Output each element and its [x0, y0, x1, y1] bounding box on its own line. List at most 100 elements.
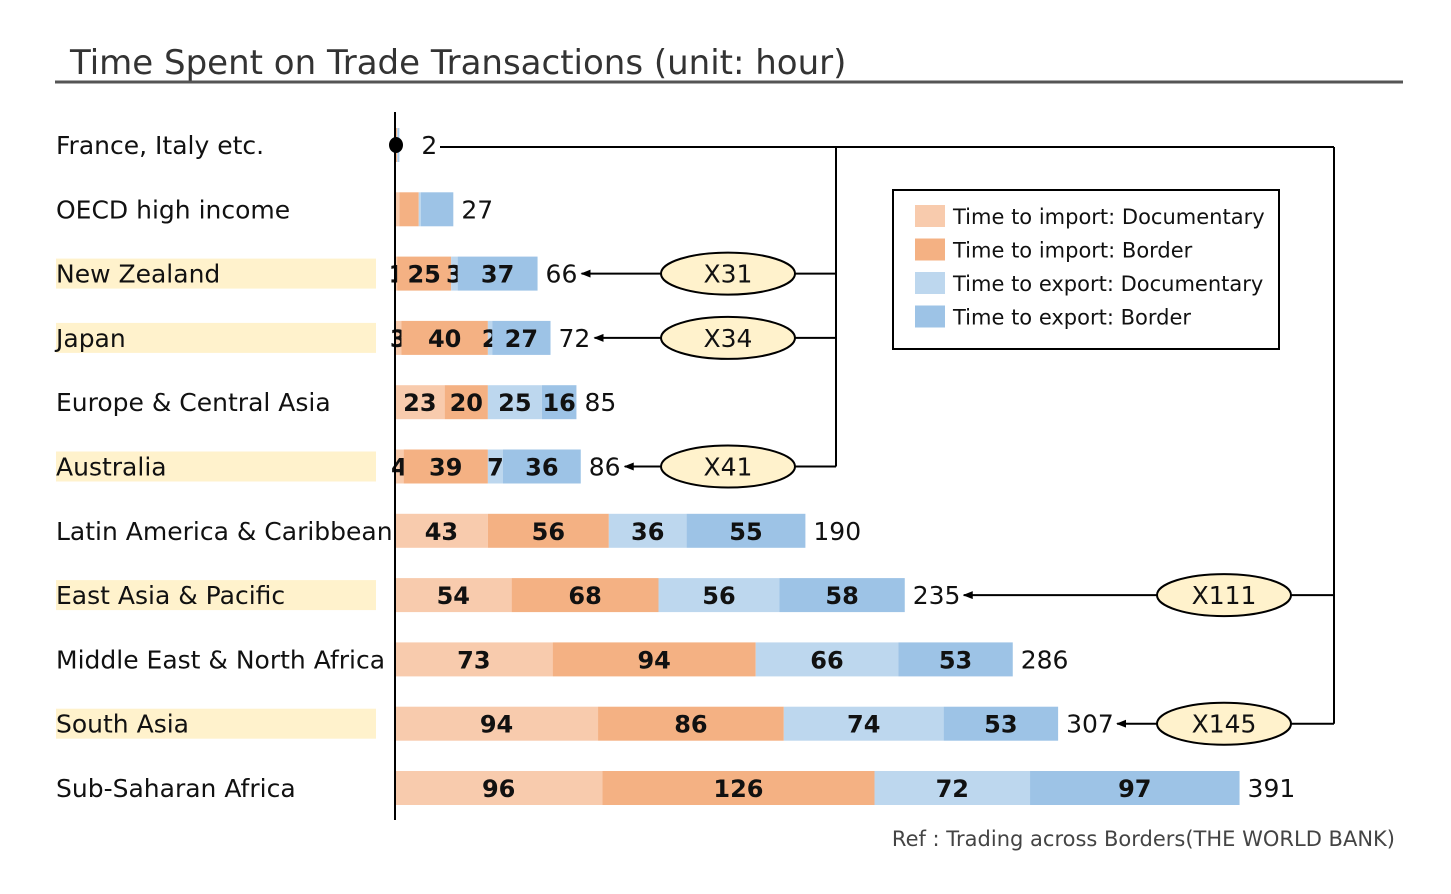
category-label: Sub-Saharan Africa [56, 774, 296, 803]
segment-label: 36 [525, 454, 558, 482]
segment-label: 73 [457, 646, 490, 674]
multiplier-ellipse [1156, 573, 1292, 618]
total-label: 307 [1066, 710, 1114, 739]
category-label: Australia [56, 453, 167, 482]
bar-segment [511, 578, 659, 613]
highlight-bands [56, 258, 376, 739]
segment-label: 58 [825, 582, 858, 610]
bar-segment [779, 578, 905, 613]
segment-label: 27 [505, 325, 538, 353]
segment-label: 72 [936, 775, 969, 803]
bar-segment [395, 706, 599, 741]
bar-segment [395, 256, 398, 291]
category-label: OECD high income [56, 195, 290, 224]
bar-segment [874, 771, 1031, 805]
legend-label: Time to export: Border [952, 306, 1191, 330]
bar-segment [395, 192, 400, 227]
category-label: France, Italy etc. [56, 131, 264, 160]
bar-segment [457, 256, 538, 291]
legend-swatch [915, 272, 945, 294]
chart-title: Time Spent on Trade Transactions (unit: … [69, 43, 846, 83]
segment-label: 68 [568, 582, 601, 610]
category-label: South Asia [56, 710, 189, 739]
bar-segment [403, 449, 488, 484]
segment-label: 56 [532, 518, 565, 546]
total-label: 2 [421, 131, 437, 160]
bar-segment [451, 256, 458, 291]
legend-label: Time to import: Documentary [952, 205, 1265, 229]
bar-segment [1030, 771, 1240, 805]
bar-segment [395, 449, 404, 484]
bar-segment [598, 706, 784, 741]
segment-label: 97 [1118, 775, 1151, 803]
total-label: 72 [559, 324, 591, 353]
total-label: 235 [913, 581, 961, 610]
segment-label: 16 [542, 389, 575, 417]
bar-segment [755, 642, 899, 677]
highlight-band [56, 451, 376, 482]
legend-label: Time to import: Border [952, 239, 1193, 263]
bar-segment [418, 192, 421, 227]
legend: Time to import: Documentary Time to impor… [892, 189, 1280, 350]
total-label: 86 [589, 453, 621, 482]
bar-segment [487, 513, 609, 548]
segment-label: 56 [702, 582, 735, 610]
highlight-band [56, 708, 376, 739]
segment-label: 126 [713, 775, 763, 803]
category-labels: France, Italy etc. OECD high income New Ze… [54, 131, 393, 803]
highlight-band [56, 258, 376, 289]
segment-label: 7 [487, 454, 504, 482]
highlight-band [56, 580, 376, 611]
multiplier-label: X41 [704, 453, 753, 482]
bar-segment [686, 513, 806, 548]
legend-swatch [915, 305, 945, 328]
bar-segment [399, 192, 419, 227]
segment-label: 20 [450, 389, 483, 417]
bar-segment [658, 578, 780, 613]
category-label: New Zealand [56, 260, 220, 289]
segment-label: 55 [729, 518, 762, 546]
legend-swatch [915, 238, 945, 261]
bar-segment [397, 256, 452, 291]
category-label: East Asia & Pacific [56, 581, 285, 610]
bar-segment [487, 449, 503, 484]
bar-segment [552, 642, 756, 677]
bar-segment [492, 320, 551, 355]
segment-label: 36 [631, 518, 664, 546]
total-label: 27 [461, 195, 493, 224]
total-label: 391 [1248, 774, 1296, 803]
highlight-band [56, 322, 376, 353]
bar-segment [487, 320, 493, 355]
bar-segment [420, 192, 454, 227]
multiplier-label: X111 [1192, 581, 1257, 610]
multiplier-label: X34 [704, 324, 753, 353]
segment-label: 25 [407, 261, 440, 289]
bar-segment [943, 706, 1059, 741]
category-label: Japan [54, 324, 126, 353]
bar-segment [487, 385, 542, 420]
segment-label: 40 [428, 325, 461, 353]
total-label: 190 [813, 517, 861, 546]
bar-segment [395, 642, 553, 677]
category-label: Europe & Central Asia [56, 388, 331, 417]
segment-label: 53 [984, 711, 1017, 739]
segment-label: 25 [498, 389, 531, 417]
bar-segment [444, 385, 488, 420]
bar-segment [395, 578, 512, 613]
segment-label: 39 [429, 454, 462, 482]
total-label: 286 [1021, 645, 1069, 674]
bar-segment [395, 771, 603, 805]
bar-segment [395, 385, 445, 420]
bar-segment [541, 385, 577, 420]
multiplier-label: X145 [1192, 710, 1257, 739]
bar-segment [608, 513, 687, 548]
multiplier-ellipse [660, 251, 796, 296]
bar-segment [395, 320, 402, 355]
bar-segment [401, 320, 488, 355]
bar-segment [783, 706, 944, 741]
segment-label: 23 [403, 389, 436, 417]
category-label: Middle East & North Africa [56, 645, 385, 674]
total-label: 85 [584, 388, 616, 417]
